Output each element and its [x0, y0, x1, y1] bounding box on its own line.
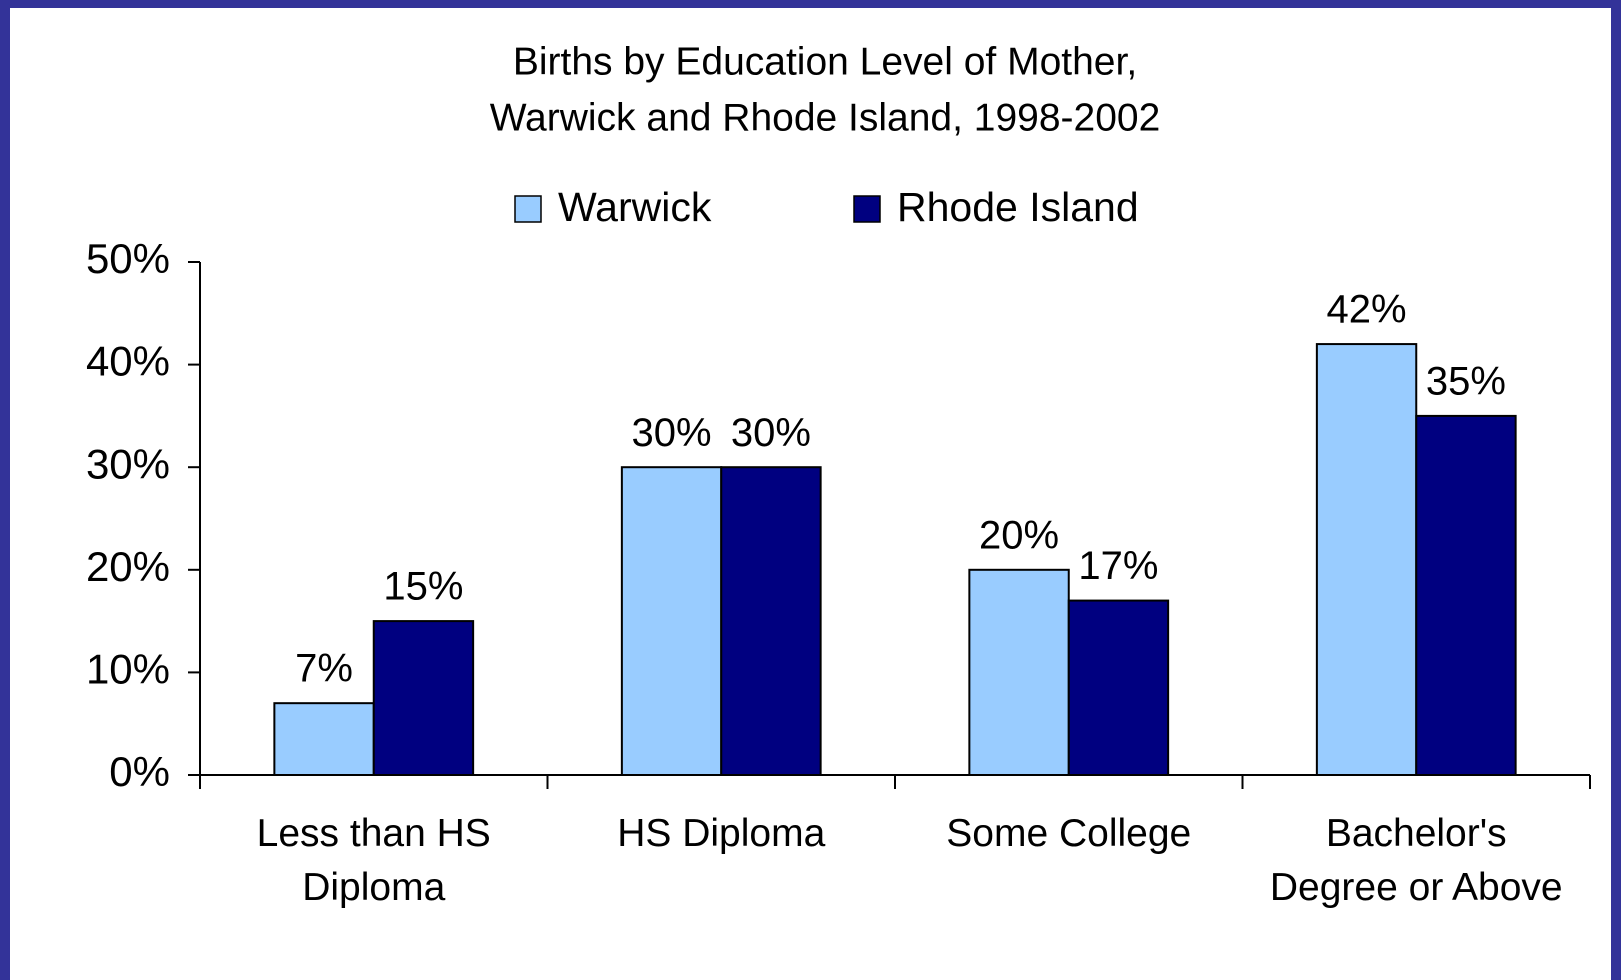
chart-title: Births by Education Level of Mother,	[513, 40, 1137, 83]
y-tick-label: 50%	[86, 235, 170, 282]
bar	[273, 702, 375, 776]
data-label: 15%	[383, 565, 463, 609]
data-label: 17%	[1078, 544, 1158, 588]
data-label: 30%	[632, 411, 712, 455]
y-tick-label: 20%	[86, 543, 170, 590]
chart: Births by Education Level of Mother, War…	[86, 40, 1591, 795]
data-label: 42%	[1327, 288, 1407, 332]
bar	[968, 568, 1070, 776]
bar	[1415, 414, 1517, 776]
bar	[620, 466, 723, 776]
bar	[1315, 343, 1418, 776]
y-tick-label: 30%	[86, 440, 170, 487]
data-label: 35%	[1426, 359, 1506, 403]
legend-label: Warwick	[558, 184, 712, 230]
legend-label: Rhode Island	[897, 184, 1139, 230]
chart-title: Warwick and Rhode Island, 1998-2002	[490, 96, 1161, 139]
y-tick-label: 0%	[109, 748, 170, 795]
y-tick-label: 10%	[86, 645, 170, 692]
data-label: 7%	[295, 647, 353, 691]
data-label: 20%	[979, 513, 1059, 557]
bar	[720, 466, 822, 776]
y-tick-label: 40%	[86, 338, 170, 385]
chart-area: Births by Education Level of Mother, War…	[10, 8, 1611, 980]
x-tick-label: Bachelor's Degree or Above	[1269, 812, 1563, 909]
x-tick-label: Less than HS Diploma	[256, 812, 491, 909]
data-label: 30%	[731, 411, 811, 455]
legend-swatch	[514, 195, 542, 223]
x-tick-label: HS Diploma	[617, 812, 826, 855]
x-tick-label: Some College	[946, 812, 1192, 855]
bar	[1067, 599, 1170, 777]
bar	[372, 620, 475, 776]
legend-swatch	[853, 195, 881, 223]
